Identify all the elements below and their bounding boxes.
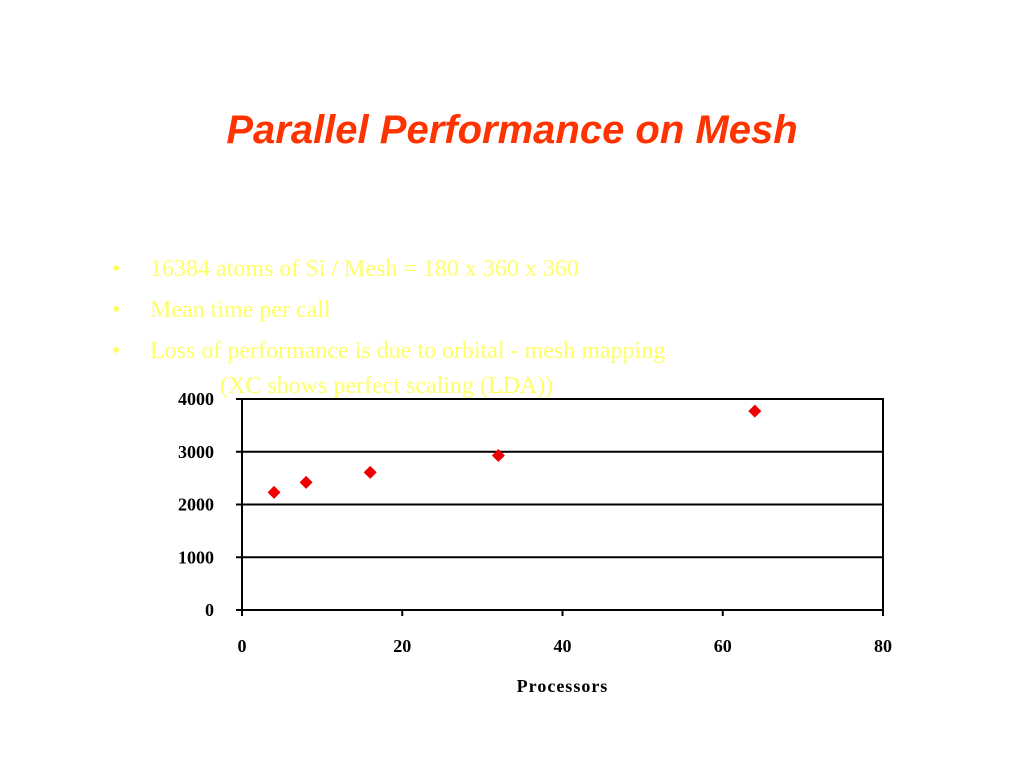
y-tick-label: 2000 bbox=[178, 495, 214, 515]
bullet-text: Loss of performance is due to orbital - … bbox=[150, 338, 666, 364]
bullet-item: • Mean time per call bbox=[112, 295, 872, 325]
data-point bbox=[491, 448, 505, 462]
bullet-text: Mean time per call bbox=[150, 297, 331, 323]
slide-title: Parallel Performance on Mesh bbox=[226, 108, 798, 152]
x-tick-label: 60 bbox=[714, 636, 732, 656]
data-point bbox=[267, 485, 281, 499]
bullet-list: • 16384 atoms of Si / Mesh = 180 x 360 x… bbox=[112, 254, 872, 412]
y-tick-label: 0 bbox=[205, 600, 214, 620]
x-tick-label: 80 bbox=[874, 636, 892, 656]
bullet-item: • 16384 atoms of Si / Mesh = 180 x 360 x… bbox=[112, 254, 872, 284]
y-tick-label: 1000 bbox=[178, 547, 214, 567]
data-point bbox=[748, 404, 762, 418]
bullet-item: • Loss of performance is due to orbital … bbox=[112, 336, 872, 401]
y-tick-label: 4000 bbox=[178, 389, 214, 409]
x-axis-label: Processors bbox=[517, 676, 609, 696]
x-tick-label: 40 bbox=[554, 636, 572, 656]
x-tick-label: 20 bbox=[393, 636, 411, 656]
bullet-text: 16384 atoms of Si / Mesh = 180 x 360 x 3… bbox=[150, 256, 579, 282]
bullet-continuation: (XC shows perfect scaling (LDA)) bbox=[220, 373, 554, 399]
bullet-glyph: • bbox=[112, 256, 121, 282]
data-point bbox=[299, 475, 313, 489]
bullet-glyph: • bbox=[112, 338, 121, 364]
y-tick-label: 3000 bbox=[178, 442, 214, 462]
bullet-glyph: • bbox=[112, 297, 121, 323]
data-point bbox=[363, 465, 377, 479]
x-tick-label: 0 bbox=[238, 636, 247, 656]
